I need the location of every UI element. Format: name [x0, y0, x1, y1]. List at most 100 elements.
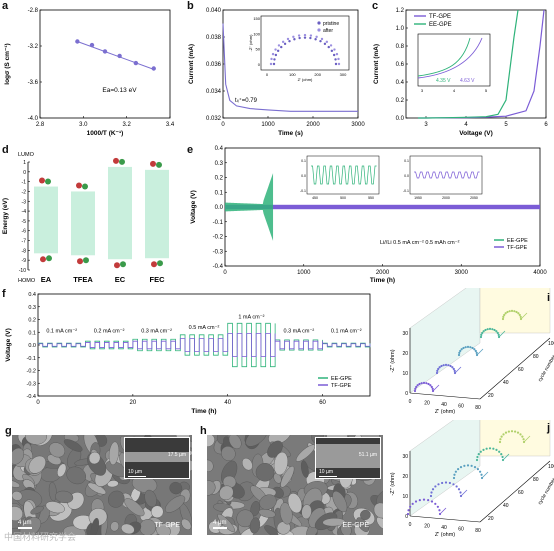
y-tick-label: -0.1	[213, 220, 224, 226]
inset-point	[337, 62, 341, 66]
nyquist-point	[463, 464, 466, 467]
x-axis-label: 1000/T (K⁻¹)	[87, 130, 124, 137]
nyquist-tail	[502, 453, 510, 461]
y-tick-label: 0	[405, 391, 408, 397]
inset-point	[281, 40, 285, 44]
condition-label: Li//Li 0.5 mA cm⁻² 0.5 mAh cm⁻²	[380, 240, 460, 246]
inset-point	[315, 35, 318, 39]
nyquist-point	[455, 485, 458, 488]
nyquist-point	[466, 345, 470, 348]
y-tick-label: -2.8	[28, 8, 39, 14]
nyquist-point	[418, 498, 421, 502]
x-tick-label: 2.8	[36, 122, 45, 128]
inset-scale-label-h: 10 µm	[319, 469, 333, 475]
current-line	[222, 23, 358, 112]
nyquist-point	[482, 330, 485, 333]
y-axis-label: Energy (eV)	[2, 198, 9, 234]
sem-grain	[124, 498, 145, 517]
y-tick-label: -3.6	[28, 80, 39, 86]
nyquist-point	[518, 313, 521, 317]
y-tick-label: -2	[22, 189, 27, 195]
molecule-homo-atom	[77, 258, 83, 265]
sem-grain	[207, 459, 214, 472]
y-tick-label: 0.040	[206, 8, 222, 14]
sem-grain	[12, 506, 24, 522]
y-axis-label: Voltage (V)	[190, 190, 197, 223]
x-axis-label: Time (h)	[370, 277, 395, 284]
x-tick-label: 20	[130, 400, 137, 406]
inset-point	[335, 52, 339, 56]
sem-grain	[356, 517, 370, 532]
nyquist-point	[484, 328, 487, 332]
y-tick-label: 0.034	[206, 89, 222, 95]
nyquist-point	[436, 369, 439, 373]
y-tick-label: 1.2	[396, 8, 405, 14]
inset-x-tick-label: 5	[485, 88, 488, 93]
nyquist-point	[457, 467, 460, 471]
nyquist-point	[492, 447, 495, 450]
inset-ee-line	[417, 37, 471, 77]
nyquist-tail	[476, 348, 484, 356]
scale-bar-g	[18, 527, 32, 529]
nyquist-point	[469, 346, 472, 349]
nyquist-point	[452, 367, 455, 371]
x-tick-label: 60	[458, 527, 464, 533]
nyquist-point	[414, 500, 418, 503]
inset-point	[288, 39, 291, 43]
nyquist-point	[504, 312, 507, 315]
inset-point	[297, 34, 301, 37]
y-tick-label: -10	[19, 268, 26, 274]
nyquist-point	[519, 315, 522, 319]
molecule-lumo-atom	[119, 158, 125, 165]
nyquist-point	[479, 470, 482, 473]
nyquist-point	[427, 382, 430, 386]
data-point	[133, 60, 139, 66]
z-tick-label: 40	[503, 503, 509, 509]
inset-annot-tf: 4.63 V	[460, 78, 475, 84]
scale-label-g: 4 µm	[18, 520, 32, 526]
nyquist-point	[495, 448, 498, 451]
scale-bar-h	[213, 527, 227, 529]
molecule-lumo-atom	[150, 160, 156, 167]
y-tick-label: 20	[402, 474, 408, 480]
nyquist-point	[422, 498, 426, 501]
nyquist-point	[436, 505, 439, 508]
sem-grain	[219, 485, 234, 501]
nyquist-point	[459, 349, 462, 353]
inset-point	[303, 33, 307, 37]
sem-grain	[57, 463, 67, 478]
legend-marker	[317, 21, 321, 25]
y-tick-label: 30	[402, 454, 408, 460]
inset-point	[323, 42, 327, 46]
nyquist-tail	[498, 330, 506, 338]
panel-g: g 17.5 µm 10 µm 4 µm TF-GPE	[0, 425, 195, 535]
sem-grain	[25, 435, 47, 445]
x-axis-label: Time (h)	[191, 408, 216, 415]
inset-point	[272, 62, 276, 66]
z-axis-label: cycle number	[537, 354, 554, 383]
sem-grain	[107, 490, 125, 508]
y-tick-label: -0.2	[27, 369, 36, 375]
inset-x-tick-label: 3	[421, 88, 424, 93]
x-tick-label: 20	[424, 524, 430, 530]
inset-point	[298, 36, 301, 40]
nyquist-point	[508, 310, 511, 313]
sem-grain	[48, 442, 66, 458]
homo-label: HOMO	[18, 278, 36, 284]
nyquist-point	[420, 382, 423, 385]
molecule-homo-atom	[40, 256, 46, 263]
x-tick-label: 3.4	[166, 122, 175, 128]
legend-label: after	[323, 28, 333, 34]
nyquist-point	[506, 310, 509, 314]
sem-grain	[376, 516, 383, 530]
nyquist-point	[431, 488, 435, 491]
fit-line	[77, 41, 154, 70]
nyquist-tail	[481, 471, 489, 479]
y-axis-label: -Z'' (ohm)	[390, 349, 396, 372]
lumo-label: LUMO	[18, 152, 35, 158]
nyquist-tail	[454, 366, 462, 374]
sem-grain	[66, 466, 86, 485]
sem-grain	[255, 463, 275, 482]
rate-label: 0.1 mA cm⁻²	[331, 329, 362, 335]
sem-grain	[12, 479, 21, 488]
